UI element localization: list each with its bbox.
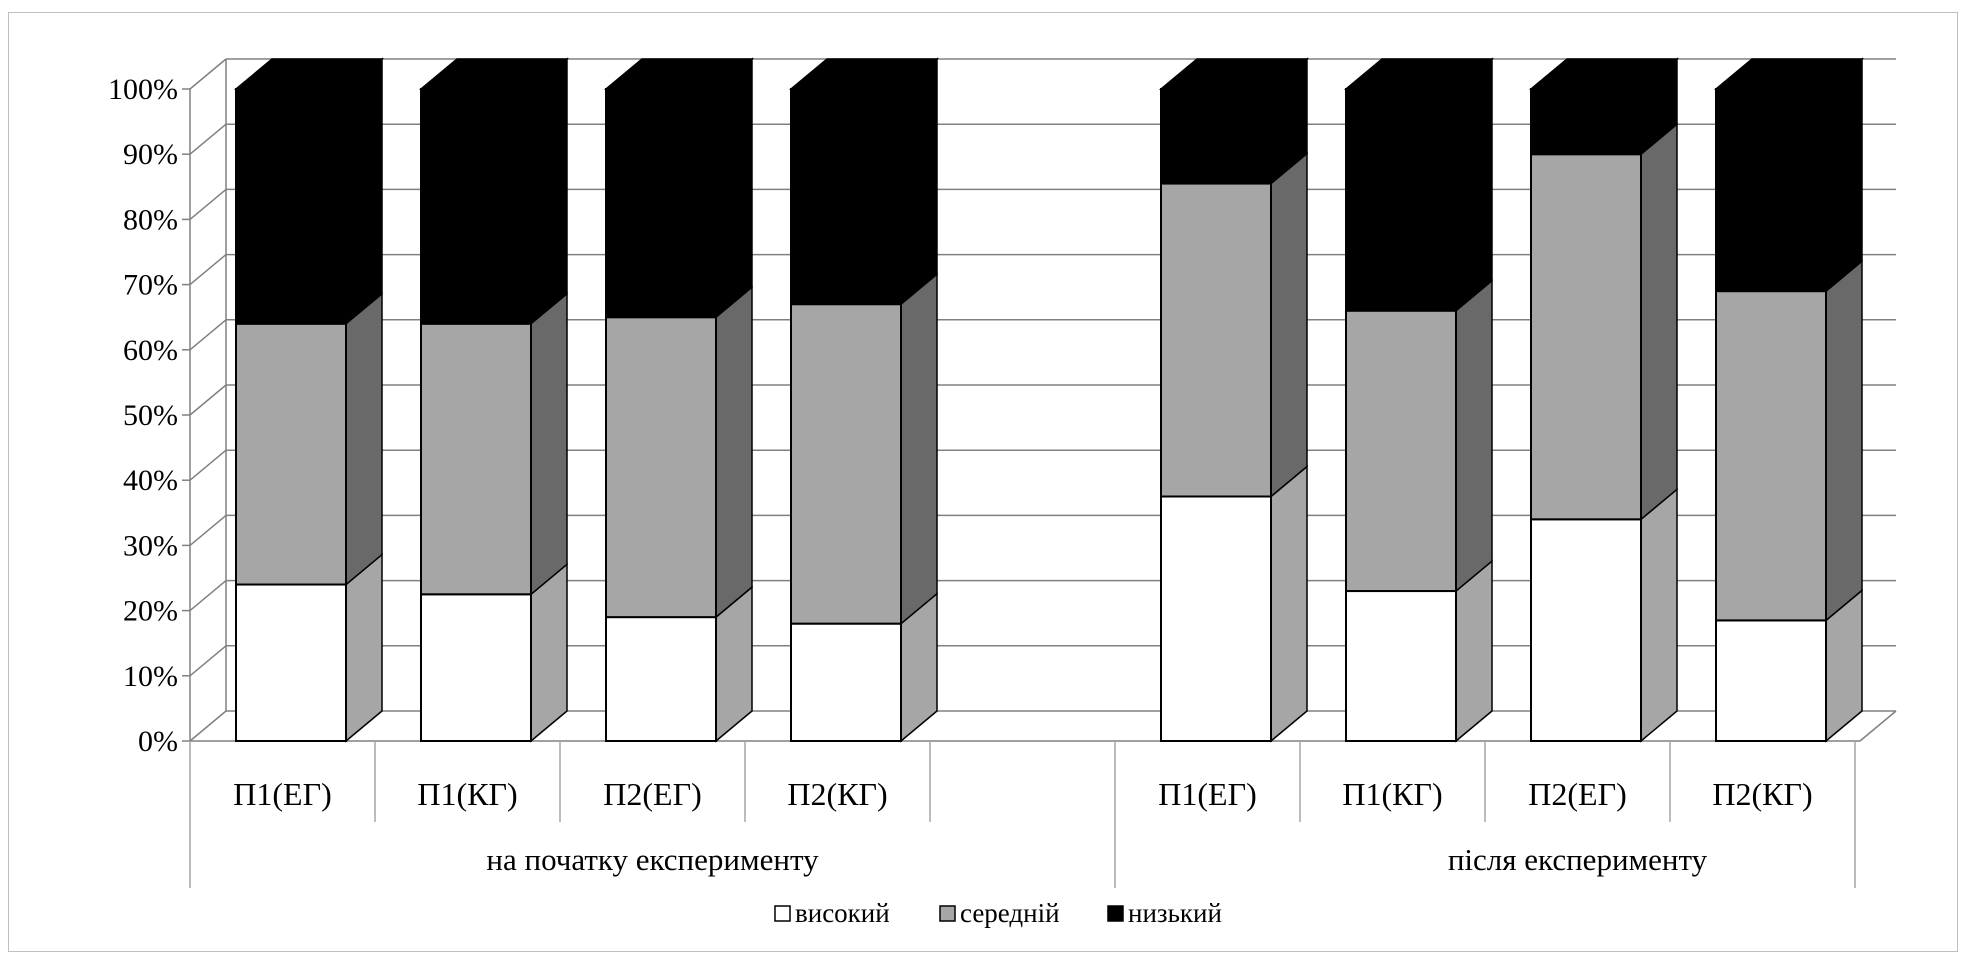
- bar-segment-середній: [1715, 290, 1827, 622]
- bar-side-низький: [900, 57, 938, 306]
- chart-frame: [8, 12, 1958, 952]
- bar-segment-низький: [790, 88, 902, 306]
- bar-segment-низький: [1345, 88, 1457, 312]
- grid-depth-line: [189, 123, 227, 155]
- bar-segment-високий: [790, 622, 902, 743]
- y-tick-label: 60%: [123, 334, 178, 367]
- bar-side-середній: [900, 272, 938, 626]
- bar-side-середній: [1455, 279, 1493, 593]
- bar-segment-високий: [1345, 590, 1457, 742]
- y-tick-label: 0%: [138, 725, 178, 758]
- x-category-label: П1(ЕГ): [233, 776, 331, 812]
- bar-side-середній: [1640, 122, 1678, 521]
- bar-segment-високий: [1160, 495, 1272, 742]
- bar-top-низький: [603, 58, 755, 90]
- bar-segment-високий: [605, 616, 717, 742]
- bar-segment-низький: [1160, 88, 1272, 185]
- y-tick-label: 80%: [123, 203, 178, 236]
- bar-side-низький: [1825, 57, 1863, 293]
- bar-segment-середній: [235, 322, 347, 586]
- x-category-label: П1(КГ): [1342, 776, 1442, 812]
- bar-segment-середній: [790, 303, 902, 625]
- bar-top-низький: [1713, 58, 1865, 90]
- bar-top-низький: [418, 58, 570, 90]
- x-category-label: П2(ЕГ): [603, 776, 701, 812]
- y-tick-label: 40%: [123, 464, 178, 497]
- grid-depth-line: [189, 645, 227, 677]
- bar-side-низький: [715, 57, 753, 319]
- grid-depth-line: [189, 514, 227, 546]
- y-tick-label: 100%: [108, 73, 178, 106]
- bar-side-високий: [345, 552, 383, 743]
- bar-top-низький: [1158, 58, 1310, 90]
- x-group-label: на початку експерименту: [486, 842, 819, 877]
- legend-swatch-низький: [1107, 905, 1124, 922]
- bar-side-високий: [1455, 559, 1493, 743]
- x-category-label: П2(ЕГ): [1528, 776, 1626, 812]
- bar-segment-середній: [420, 322, 532, 596]
- legend-label: низький: [1128, 898, 1222, 928]
- bar-side-низький: [530, 57, 568, 326]
- bar-side-низький: [1455, 57, 1493, 313]
- bar-segment-середній: [1160, 182, 1272, 498]
- grid-depth-line: [189, 449, 227, 481]
- bar-segment-низький: [1715, 88, 1827, 293]
- bar-segment-середній: [605, 316, 717, 619]
- y-tick-label: 90%: [123, 138, 178, 171]
- bar-segment-високий: [420, 593, 532, 742]
- bar-side-високий: [1640, 487, 1678, 743]
- bar-side-низький: [345, 57, 383, 326]
- bar-top-низький: [233, 58, 385, 90]
- legend-label: середній: [960, 898, 1060, 928]
- grid-depth-line: [189, 319, 227, 351]
- x-category-label: П1(ЕГ): [1158, 776, 1256, 812]
- bar-side-середній: [1825, 259, 1863, 622]
- bar-segment-високий: [1530, 518, 1642, 742]
- bar-segment-середній: [1345, 309, 1457, 593]
- grid-depth-line: [189, 384, 227, 416]
- bar-segment-низький: [1530, 88, 1642, 156]
- grid-depth-line: [189, 188, 227, 220]
- bar-segment-низький: [235, 88, 347, 325]
- bar-side-середній: [345, 292, 383, 587]
- y-tick-label: 20%: [123, 595, 178, 628]
- legend-swatch-середній: [939, 905, 956, 922]
- x-group-label: після експерименту: [1448, 842, 1708, 877]
- grid-depth-line: [189, 254, 227, 286]
- legend-swatch-високий: [774, 905, 791, 922]
- floor-right-edge: [1859, 710, 1897, 742]
- y-tick-label: 30%: [123, 529, 178, 562]
- bar-segment-низький: [605, 88, 717, 319]
- bar-segment-високий: [235, 583, 347, 743]
- bar-segment-високий: [1715, 619, 1827, 743]
- bar-segment-низький: [420, 88, 532, 325]
- x-category-label: П2(КГ): [787, 776, 887, 812]
- y-tick-label: 50%: [123, 399, 178, 432]
- y-tick-label: 70%: [123, 269, 178, 302]
- grid-depth-line: [189, 580, 227, 612]
- bar-top-низький: [788, 58, 940, 90]
- grid-depth-line: [189, 710, 227, 742]
- bar-top-низький: [1528, 58, 1680, 90]
- legend-label: високий: [795, 898, 890, 928]
- x-category-label: П1(КГ): [417, 776, 517, 812]
- bar-segment-середній: [1530, 153, 1642, 521]
- x-category-label: П2(КГ): [1712, 776, 1812, 812]
- bar-side-високий: [530, 562, 568, 743]
- bar-side-середній: [1270, 151, 1308, 499]
- bar-side-високий: [1270, 464, 1308, 743]
- grid-depth-line: [189, 58, 227, 90]
- bar-side-середній: [530, 292, 568, 596]
- bar-top-низький: [1343, 58, 1495, 90]
- y-tick-label: 10%: [123, 660, 178, 693]
- bar-side-середній: [715, 285, 753, 619]
